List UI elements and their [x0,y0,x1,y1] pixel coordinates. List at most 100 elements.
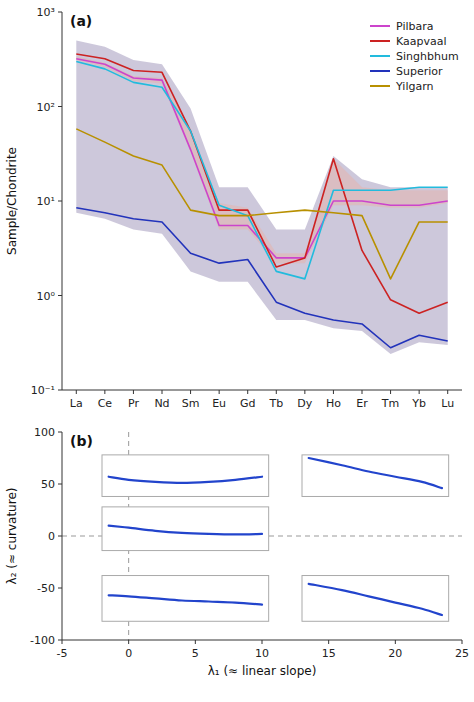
x-tick-label: 25 [455,647,469,660]
x-tick [262,640,263,644]
y-tick-label: 10⁻¹ [31,384,55,397]
legend-swatch [370,40,390,42]
x-tick [419,390,420,394]
y-tick [58,201,62,202]
x-tick [219,390,220,394]
plot-area [76,40,447,354]
curve [109,526,262,535]
x-tick [247,390,248,394]
x-tick-label: Sm [182,397,200,410]
x-tick [333,390,334,394]
legend-label: Superior [396,65,443,78]
x-tick-label: Nd [154,397,169,410]
region-box [102,576,269,622]
x-tick-label: 10 [255,647,269,660]
y-tick [58,588,62,589]
area-band [76,40,447,354]
x-tick [76,390,77,394]
x-tick-label: Dy [297,397,312,410]
x-tick [328,640,329,644]
series-line [76,54,447,313]
x-tick-label: Lu [441,397,454,410]
x-tick-label: Yb [411,397,426,410]
region-box [102,455,269,497]
legend-swatch [370,55,390,57]
panel-title: (a) [70,13,92,29]
x-tick [195,640,196,644]
x-tick [128,640,129,644]
y-tick-label: 50 [41,478,55,491]
x-tick [462,640,463,644]
area-band [76,56,447,263]
y-tick [58,432,62,433]
y-tick-label: -100 [30,634,55,647]
x-tick-label: La [70,397,83,410]
legend-label: Yilgarn [395,80,433,93]
x-tick [190,390,191,394]
legend-swatch [370,85,390,87]
plot-area [62,432,462,640]
y-tick-label: 10² [37,101,55,114]
y-axis-label: Sample/Chondrite [5,147,19,255]
x-tick-label: 0 [125,647,132,660]
legend-swatch [370,25,390,27]
x-axis-line [62,390,462,391]
x-tick-label: 5 [192,647,199,660]
region-box [302,455,449,497]
x-tick-label: Ce [98,397,113,410]
x-tick [162,390,163,394]
region-box [302,576,449,622]
y-tick [58,390,62,391]
x-tick-label: 15 [322,647,336,660]
x-tick [62,640,63,644]
y-tick-label: 10³ [37,6,55,19]
y-tick [58,484,62,485]
x-tick-label: -5 [57,647,68,660]
x-tick [304,390,305,394]
x-tick [104,390,105,394]
x-tick [395,640,396,644]
y-tick [58,536,62,537]
chart-figure: 10⁻¹ 10⁰ 10¹ 10² 10³ La Ce Pr Nd Sm Eu Gd Tb Dy Ho Er Tm… [0,0,474,702]
x-tick [447,390,448,394]
x-tick-label: Eu [212,397,226,410]
x-tick-label: 20 [388,647,402,660]
chart-panel: 10⁻¹ 10⁰ 10¹ 10² 10³ La Ce Pr Nd Sm Eu Gd Tb Dy Ho Er Tm… [5,6,462,410]
x-tick [362,390,363,394]
series-line [76,59,447,258]
legend-swatch [370,70,390,72]
y-axis-label: λ₂ (≈ curvature) [5,488,19,585]
y-tick-label: -50 [37,582,55,595]
x-tick-label: Tb [268,397,283,410]
x-tick-label: Gd [240,397,256,410]
x-axis-label: λ₁ (≈ linear slope) [208,664,317,678]
curve [109,595,262,604]
x-tick-label: Tm [381,397,399,410]
chart-panel: -100-50050100-50510152025λ₁ (≈ linear sl… [5,426,469,678]
x-tick [133,390,134,394]
y-tick [58,12,62,13]
region-box [102,507,269,551]
curve [309,458,442,488]
y-tick-label: 100 [34,426,55,439]
x-tick-label: Er [356,397,368,410]
y-tick-label: 0 [48,530,55,543]
y-tick-label: 10¹ [37,195,55,208]
x-tick [390,390,391,394]
series-line [76,61,447,278]
series-line [76,129,447,279]
legend: Pilbara Kaapvaal Singhbhum Superior Yilgarn [370,20,459,93]
legend-label: Singhbhum [396,50,459,63]
panel-title: (b) [70,433,93,449]
y-tick-label: 10⁰ [37,290,56,303]
y-tick [58,640,62,641]
x-tick-label: Ho [326,397,341,410]
curve [109,477,262,483]
x-tick-label: Pr [128,397,139,410]
y-tick [58,106,62,107]
y-tick [58,295,62,296]
legend-label: Pilbara [396,20,434,33]
x-tick [276,390,277,394]
curve [309,584,442,615]
legend-label: Kaapvaal [396,35,447,48]
